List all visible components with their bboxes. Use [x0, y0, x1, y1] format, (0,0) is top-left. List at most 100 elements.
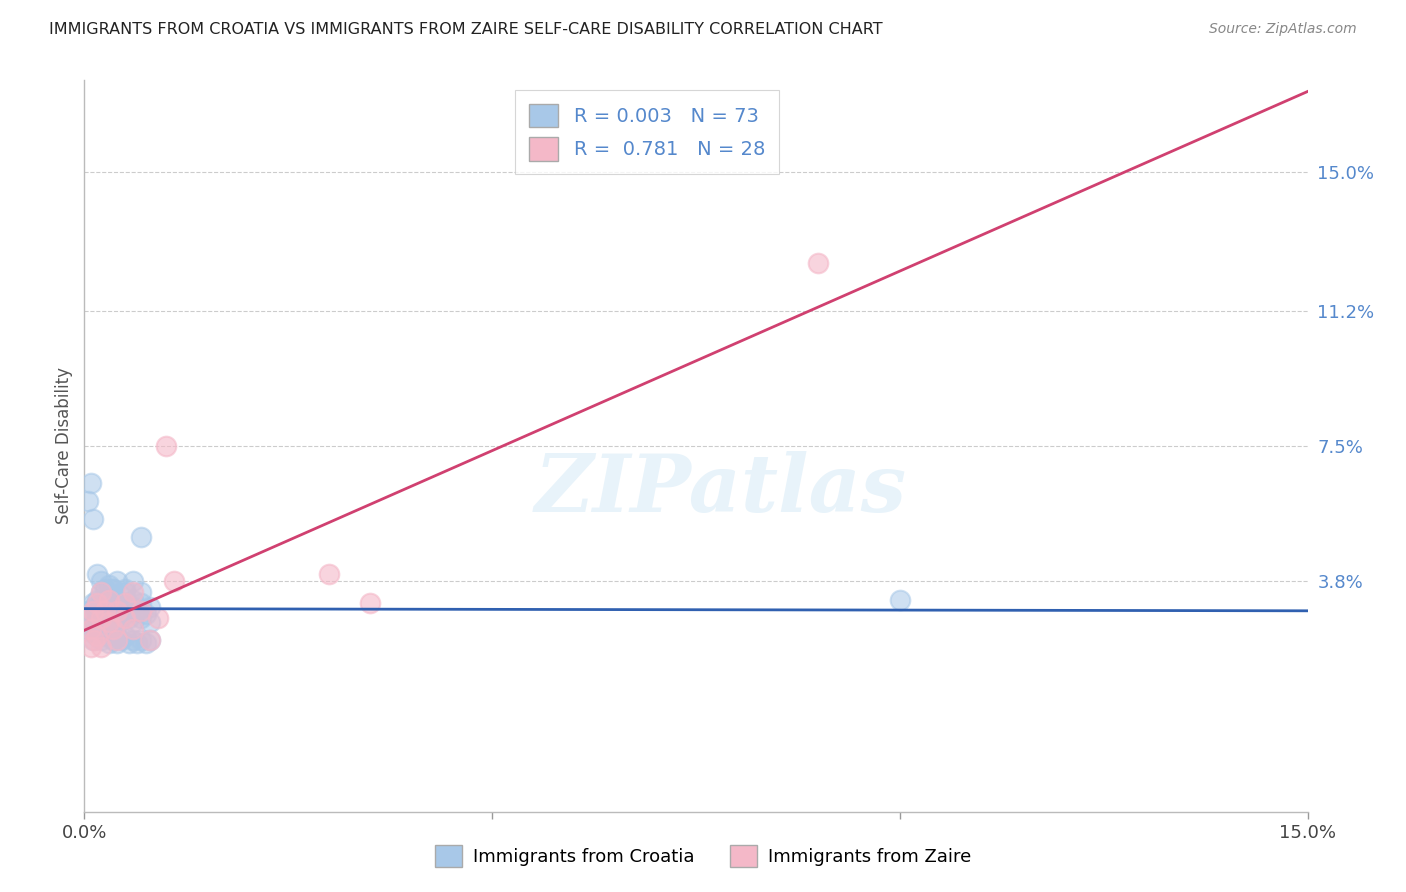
Point [101, 622, 124, 636]
Point [105, 603, 128, 617]
Point [135, 607, 157, 622]
Y-axis label: Self-Care Disability: Self-Care Disability [55, 368, 73, 524]
Point [82, 618, 104, 632]
Point [90, 625, 112, 640]
Point [90, 615, 112, 629]
Legend: Immigrants from Croatia, Immigrants from Zaire: Immigrants from Croatia, Immigrants from… [427, 838, 979, 874]
Point [114, 582, 136, 596]
Point [122, 615, 145, 629]
Point [127, 636, 149, 650]
Point [86, 567, 108, 582]
Point [82, 632, 104, 647]
Point [90, 603, 112, 617]
Legend: R = 0.003   N = 73, R =  0.781   N = 28: R = 0.003 N = 73, R = 0.781 N = 28 [516, 90, 779, 175]
Point [138, 632, 160, 647]
Point [101, 582, 124, 596]
Point [155, 439, 177, 453]
Point [105, 611, 128, 625]
Point [105, 636, 128, 650]
Point [118, 611, 141, 625]
Point [131, 530, 153, 544]
Point [138, 632, 160, 647]
Point [138, 615, 160, 629]
Point [110, 632, 132, 647]
Point [131, 611, 153, 625]
Point [80, 622, 103, 636]
Point [114, 585, 136, 599]
Point [105, 599, 128, 614]
Text: ZIPatlas: ZIPatlas [534, 451, 907, 529]
Text: IMMIGRANTS FROM CROATIA VS IMMIGRANTS FROM ZAIRE SELF-CARE DISABILITY CORRELATIO: IMMIGRANTS FROM CROATIA VS IMMIGRANTS FR… [49, 22, 883, 37]
Point [90, 585, 112, 599]
Point [80, 475, 103, 490]
Point [82, 512, 104, 526]
Point [135, 636, 157, 650]
Point [131, 603, 153, 617]
Point [86, 596, 108, 610]
Point [97, 589, 120, 603]
Point [122, 574, 145, 589]
Point [105, 574, 128, 589]
Point [77, 622, 100, 636]
Point [101, 582, 124, 596]
Point [86, 592, 108, 607]
Point [86, 611, 108, 625]
Point [122, 622, 145, 636]
Point [80, 611, 103, 625]
Point [93, 599, 115, 614]
Point [105, 629, 128, 643]
Point [93, 611, 115, 625]
Point [101, 632, 124, 647]
Point [105, 592, 128, 607]
Point [93, 629, 115, 643]
Point [101, 607, 124, 622]
Point [114, 629, 136, 643]
Point [77, 603, 100, 617]
Point [114, 611, 136, 625]
Point [127, 603, 149, 617]
Point [93, 603, 115, 617]
Text: Source: ZipAtlas.com: Source: ZipAtlas.com [1209, 22, 1357, 37]
Point [90, 640, 112, 655]
Point [100, 596, 122, 610]
Point [118, 636, 141, 650]
Point [163, 574, 186, 589]
Point [82, 625, 104, 640]
Point [110, 603, 132, 617]
Point [97, 592, 120, 607]
Point [114, 596, 136, 610]
Point [90, 596, 112, 610]
Point [359, 596, 381, 610]
Point [138, 599, 160, 614]
Point [86, 629, 108, 643]
Point [83, 632, 105, 647]
Point [105, 632, 128, 647]
Point [122, 592, 145, 607]
Point [318, 567, 340, 582]
Point [131, 632, 153, 647]
Point [122, 585, 145, 599]
Point [90, 611, 112, 625]
Point [107, 615, 129, 629]
Point [122, 599, 145, 614]
Point [131, 596, 153, 610]
Point [82, 603, 104, 617]
Point [97, 625, 120, 640]
Point [83, 599, 105, 614]
Point [114, 607, 136, 622]
Point [114, 596, 136, 610]
Point [77, 611, 100, 625]
Point [97, 578, 120, 592]
Point [97, 615, 120, 629]
Point [131, 585, 153, 599]
Point [97, 615, 120, 629]
Point [82, 596, 104, 610]
Point [122, 632, 145, 647]
Point [90, 585, 112, 599]
Point [97, 636, 120, 650]
Point [97, 603, 120, 617]
Point [80, 640, 103, 655]
Point [91, 592, 114, 607]
Point [93, 582, 115, 596]
Point [90, 632, 112, 647]
